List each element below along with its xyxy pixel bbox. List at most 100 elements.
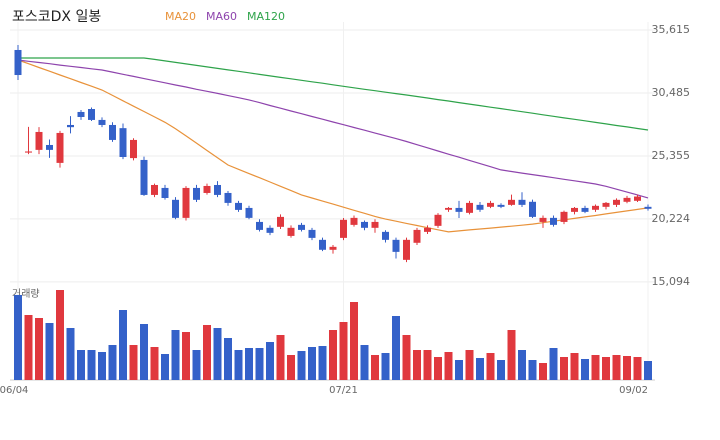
- candle-body: [182, 187, 190, 218]
- volume-bar: [266, 342, 274, 380]
- y-tick-label: 20,224: [652, 212, 691, 225]
- volume-bar: [224, 338, 232, 380]
- volume-bar: [245, 348, 253, 380]
- candle-body: [518, 199, 526, 205]
- candle-body: [592, 205, 599, 210]
- candle-body: [193, 187, 200, 200]
- candle-body: [550, 217, 557, 225]
- candle-body: [329, 246, 337, 250]
- candle-body: [539, 217, 547, 222]
- candle-body: [476, 204, 484, 210]
- volume-bar: [465, 350, 474, 380]
- volume-bar: [66, 328, 75, 380]
- candle-body: [392, 239, 400, 252]
- candle-body: [508, 199, 515, 205]
- candle-body: [371, 221, 379, 228]
- volume-bar: [182, 332, 190, 380]
- candle-body: [109, 124, 116, 140]
- candle-body: [413, 229, 421, 243]
- candle-body: [119, 128, 127, 158]
- chart-title: 포스코DX 일봉: [12, 9, 101, 25]
- candle-body: [88, 109, 95, 120]
- volume-bar: [24, 315, 33, 380]
- candle-body: [172, 199, 179, 218]
- volume-bar: [612, 355, 621, 380]
- volume-bar: [476, 358, 484, 380]
- volume-bar: [203, 325, 211, 380]
- volume-bar: [549, 348, 558, 380]
- volume-bar: [171, 330, 180, 380]
- candle-body: [277, 216, 284, 227]
- volume-bar: [539, 363, 547, 380]
- candle-body: [46, 144, 53, 150]
- volume-bar: [581, 359, 589, 380]
- volume-bar: [518, 350, 526, 380]
- candle-body: [14, 49, 22, 76]
- volume-bar: [213, 328, 222, 380]
- candle-body: [161, 187, 169, 198]
- legend-entry: MA60: [206, 10, 237, 23]
- volume-bar: [108, 345, 117, 380]
- volume-bar: [14, 295, 22, 380]
- volume-bar: [192, 350, 201, 380]
- candle-body: [235, 202, 242, 210]
- candle-body: [319, 239, 326, 250]
- volume-bar: [350, 302, 358, 380]
- volume-bar: [402, 335, 411, 380]
- volume-bar: [297, 351, 306, 380]
- volume-bar: [87, 350, 96, 380]
- candle-body: [98, 119, 106, 125]
- volume-bar: [486, 353, 495, 380]
- candle-body: [613, 199, 620, 205]
- candle-body: [224, 192, 232, 203]
- candle-body: [25, 151, 32, 153]
- volume-bar: [413, 350, 421, 380]
- volume-bar: [371, 355, 379, 380]
- volume-bar: [287, 355, 295, 380]
- volume-bar: [308, 347, 316, 380]
- candle-body: [445, 207, 452, 210]
- volume-bar: [602, 357, 610, 380]
- y-tick-label: 35,615: [652, 23, 691, 36]
- volume-bar: [98, 352, 106, 380]
- volume-bar: [129, 345, 138, 380]
- volume-bar: [392, 316, 400, 380]
- candle-body: [35, 131, 43, 150]
- candle-body: [403, 239, 410, 260]
- volume-bar: [77, 350, 85, 380]
- volume-bar: [339, 322, 348, 380]
- candle-body: [644, 206, 652, 209]
- candle-body: [581, 207, 589, 212]
- candle-body: [256, 221, 263, 230]
- volume-bar: [255, 348, 264, 380]
- candle-body: [67, 124, 74, 128]
- candle-body: [350, 217, 358, 225]
- candle-body: [382, 231, 389, 240]
- candle-body: [340, 219, 347, 238]
- volume-bar: [633, 357, 642, 380]
- candle-body: [455, 207, 463, 212]
- legend-entry: MA20: [165, 10, 196, 23]
- volume-bar: [434, 357, 442, 380]
- candle-body: [140, 159, 148, 195]
- volume-bar: [140, 324, 148, 380]
- candle-body: [287, 227, 295, 236]
- candle-body: [214, 184, 221, 195]
- candle-body: [151, 184, 158, 195]
- ma-line: [18, 57, 649, 131]
- volume-bar: [591, 355, 600, 380]
- volume-bar: [360, 345, 369, 380]
- volume-bar: [318, 346, 327, 380]
- candle-body: [77, 111, 85, 117]
- candle-body: [245, 207, 253, 218]
- candle-body: [434, 214, 442, 226]
- x-tick-label: 06/04: [0, 385, 28, 396]
- volume-bar: [423, 350, 432, 380]
- volume-bar: [507, 330, 516, 380]
- volume-bar: [35, 318, 43, 380]
- volume-bar: [161, 354, 169, 380]
- y-tick-label: 25,355: [652, 149, 691, 162]
- volume-bar: [570, 353, 579, 380]
- y-tick-label: 15,094: [652, 275, 691, 288]
